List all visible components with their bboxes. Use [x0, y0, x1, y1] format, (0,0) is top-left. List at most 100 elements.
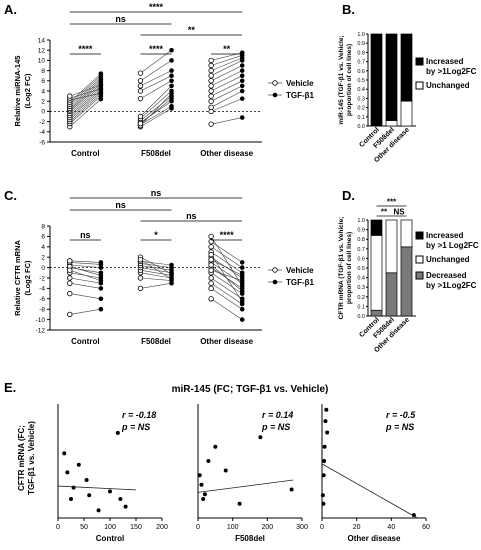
- panel-a-y-tick-label: 14: [38, 37, 46, 44]
- panel-e-1-data-point: [123, 504, 128, 509]
- panel-c-tgf-point: [239, 288, 245, 294]
- panel-a-tgf-point: [169, 91, 174, 96]
- panel-c-vehicle-point: [67, 275, 73, 281]
- panel-b-y-tick-label: 0.2: [357, 106, 365, 112]
- panel-c-legend-tgf-marker: [272, 279, 278, 285]
- panel-a-y-axis-label: Relative miRNA-145(Log2 FC): [13, 56, 32, 127]
- panel-a-vehicle-point: [208, 67, 214, 74]
- panel-d-significance-label: ***: [387, 198, 397, 207]
- panel-c-pair-line: [69, 277, 101, 284]
- panel-c-pair-line: [210, 288, 243, 310]
- panel-d-y-label-line: proportion of cell lines): [346, 232, 353, 304]
- panel-e-1-x-tick-label: 150: [130, 524, 142, 531]
- panel-c-tgf-point: [239, 299, 245, 304]
- panel-a-pair-line: [69, 84, 101, 97]
- panel-b-bar-segment: [400, 100, 413, 127]
- panel-c-vehicle-point: [67, 258, 73, 264]
- panel-e-1-fit-line: [57, 485, 137, 491]
- panel-c-vehicle-point: [208, 233, 214, 240]
- panel-c-pair-line: [210, 246, 243, 268]
- panel-c-pair-line: [210, 282, 243, 305]
- panel-c-vehicle-point: [208, 238, 214, 245]
- panel-e-3-data-point: [321, 473, 326, 478]
- panel-a-tgf-point: [169, 47, 174, 53]
- panel-e-1-data-point: [65, 470, 70, 475]
- panel-a-pair-line: [69, 95, 102, 124]
- panel-d-legend-decreased: Decreased: [426, 271, 467, 280]
- panel-a-pair-line: [140, 75, 172, 92]
- panel-a-pair-line: [69, 98, 102, 127]
- panel-c-vehicle-point: [67, 280, 73, 286]
- panel-b-y-tick-label: 0.5: [357, 78, 365, 84]
- panel-c-pair-line: [210, 272, 243, 294]
- panel-e-2-data-point: [237, 501, 242, 506]
- panel-e-1-x-axis-label: Control: [96, 534, 124, 543]
- panel-a-tgf-point: [169, 68, 174, 73]
- panel-a-tgf-point: [169, 96, 174, 101]
- panel-c-y-tick-label: -2: [39, 275, 45, 282]
- panel-c-pair-line: [210, 277, 243, 300]
- panel-d-y-label-line: CFTR mRNA (TGF-β1 vs. Vehicle;: [338, 217, 345, 320]
- panel-c-y-tick-label: 2: [41, 255, 45, 262]
- panel-e-3-data-point: [324, 407, 329, 412]
- panel-c-vehicle-point: [208, 251, 214, 258]
- panel-a-vehicle-point: [208, 72, 214, 79]
- panel-a-y-tick-label: 4: [41, 88, 45, 95]
- panel-e-2-x-tick-label: 0: [196, 524, 200, 531]
- panel-c-vehicle-point: [67, 311, 73, 318]
- panel-c-pair-line: [140, 256, 172, 275]
- panel-a-tgf-point: [169, 58, 174, 63]
- panel-a-pair-line: [69, 73, 102, 103]
- panel-b-bar-segment: [400, 33, 413, 102]
- panel-a-tgf-point: [98, 86, 104, 92]
- panel-c-significance-label: ****: [220, 230, 235, 240]
- panel-b-y-tick-label: 0.6: [357, 69, 365, 75]
- panel-a-legend-vehicle: Vehicle: [286, 79, 314, 88]
- panel-b-y-tick-label: 0.0: [357, 124, 365, 130]
- panel-e-2-x-axis-label: F508del: [235, 534, 265, 543]
- panel-a-pair-line: [69, 93, 102, 122]
- panel-b-y-tick-label: 0.1: [357, 115, 365, 121]
- panel-c-pair-line: [69, 266, 101, 276]
- panel-a-significance-label: ns: [115, 14, 126, 24]
- panel-c-tgf-point: [239, 265, 245, 270]
- panel-c-category-label: Other disease: [200, 337, 253, 346]
- panel-c-pair-line: [140, 265, 172, 271]
- panel-a-category-label: Control: [71, 149, 99, 158]
- panel-d-legend-increased-cont: by >1 Log2FC: [426, 241, 479, 250]
- panel-a-vehicle-point: [208, 83, 214, 89]
- panel-e-3-data-point: [322, 459, 327, 463]
- panel-d-bar-segment: [370, 235, 383, 311]
- panel-c-pair-line: [210, 251, 243, 274]
- panel-c-tgf-point: [239, 306, 245, 312]
- panel-c-pair-line: [140, 261, 172, 266]
- panel-e-3-p-value: p = NS: [385, 422, 414, 432]
- panel-a-vehicle-point: [137, 70, 144, 76]
- panel-c-pair-line: [211, 269, 243, 281]
- panel-c-significance-label: ns: [80, 230, 91, 240]
- panel-e-1-data-point: [84, 478, 89, 482]
- panel-e-y-axis-label: CFTR mRNA (FC;TGF-β1 vs. Vehicle): [17, 421, 36, 495]
- panel-a-pair-line: [140, 60, 172, 82]
- panel-c-y-tick-label: -4: [39, 286, 45, 293]
- panel-d-y-tick-label: 0.5: [357, 266, 365, 272]
- panel-d-y-tick-label: 0.4: [357, 276, 365, 282]
- panel-c-y-tick-label: -6: [39, 296, 45, 303]
- panel-e-2-r-value: r = 0.14: [262, 410, 293, 420]
- panel-d-legend-decreased-cont: by >1Log2FC: [426, 281, 477, 290]
- panel-a-vehicle-point: [137, 120, 144, 127]
- panel-a-pair-line: [140, 98, 172, 124]
- panel-a-significance-label: **: [188, 25, 196, 35]
- panel-c-legend-tgf: TGF-β1: [286, 278, 315, 287]
- panel-c-y-tick-label: 6: [41, 234, 45, 241]
- panel-a-pair-line: [69, 79, 102, 109]
- panel-c-category-label: Control: [71, 337, 99, 346]
- panel-a-pair-line: [140, 108, 172, 127]
- panel-c-pair-line: [69, 267, 101, 274]
- panel-d-legend-decreased-swatch: [415, 271, 424, 280]
- panel-a-pair-line: [140, 90, 172, 119]
- panel-d-y-tick-label: 0.8: [357, 237, 365, 243]
- panel-c-pair-line: [210, 241, 243, 263]
- panel-d-legend-increased: Increased: [426, 231, 463, 240]
